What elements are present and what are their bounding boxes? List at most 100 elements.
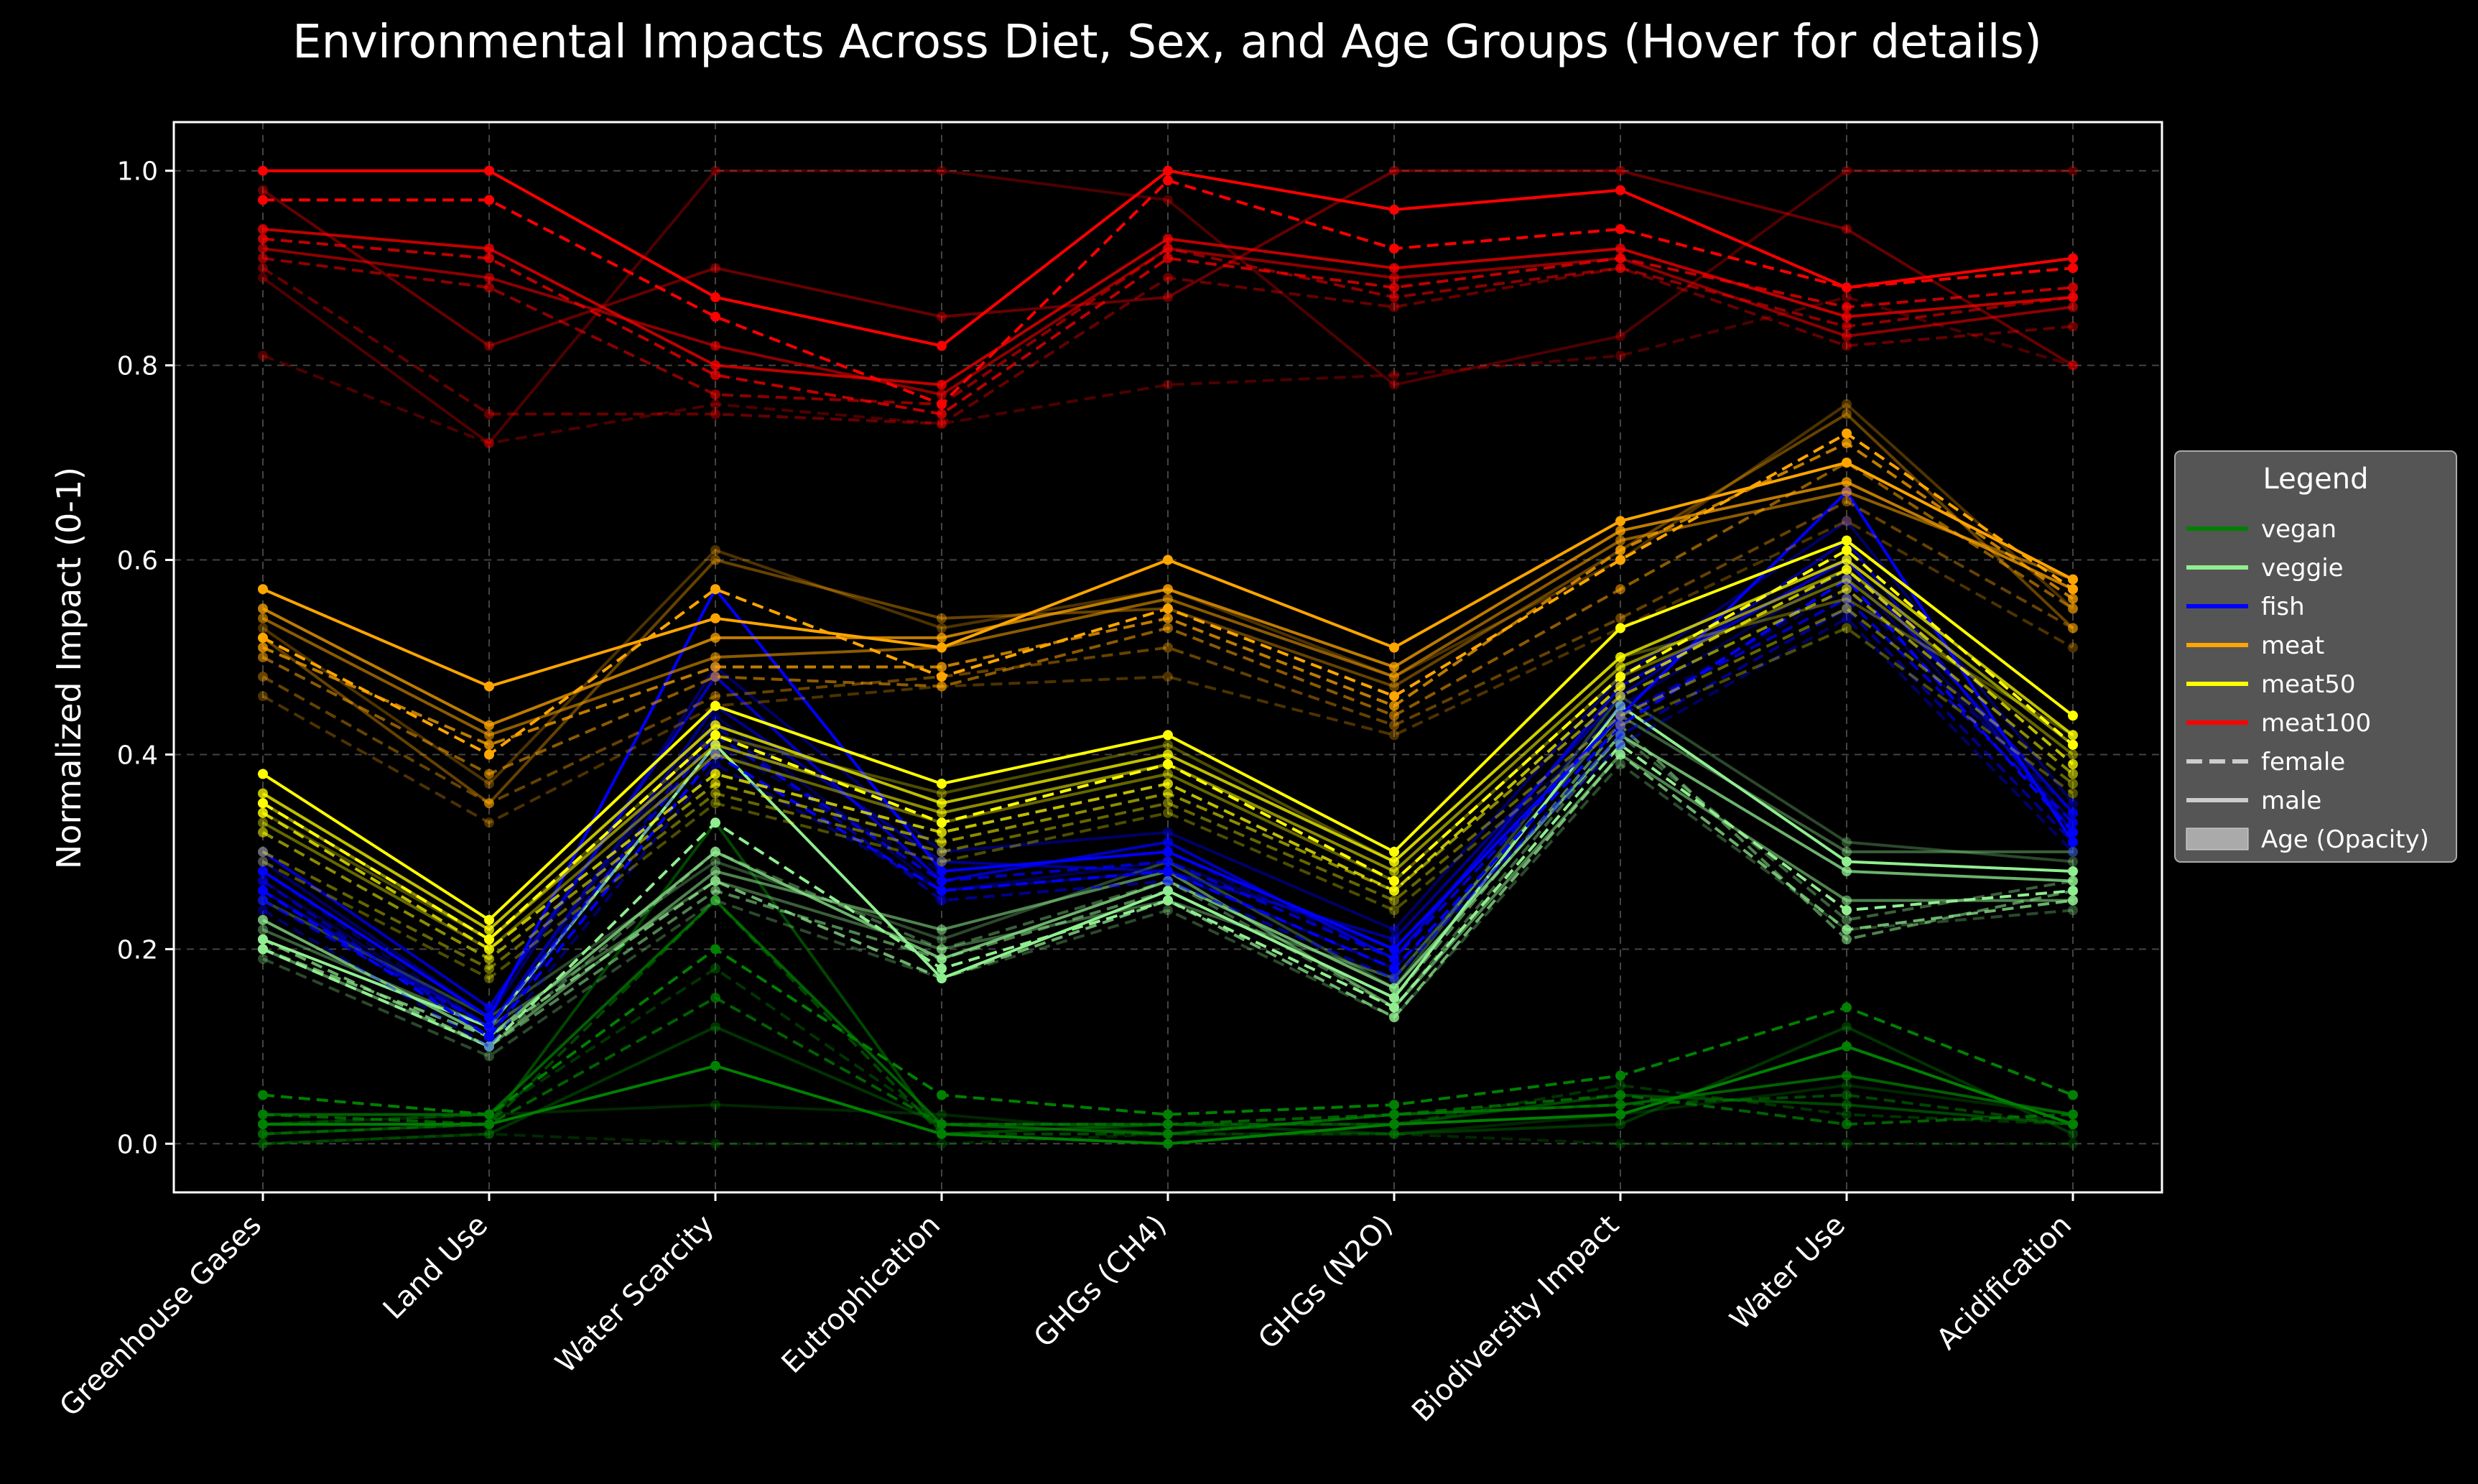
data-point-veggie: [1842, 924, 1852, 935]
data-point-vegan: [710, 1021, 720, 1032]
data-point-vegan: [1842, 1080, 1852, 1090]
data-point-veggie: [710, 866, 720, 876]
series-line-fish-female: [261, 588, 2074, 1029]
data-point-veggie: [710, 846, 720, 857]
data-point-vegan: [1389, 1109, 1399, 1120]
data-point-meat100: [1842, 331, 1852, 341]
data-point-meat50: [1389, 905, 1399, 916]
data-point-fish: [1842, 603, 1852, 614]
data-point-meat100: [1615, 244, 1625, 254]
data-point-meat: [258, 623, 268, 634]
data-point-fish: [1163, 856, 1173, 867]
data-point-veggie: [1389, 1012, 1399, 1023]
data-point-meat100: [258, 224, 268, 234]
data-point-meat50: [484, 944, 494, 955]
data-point-fish: [710, 759, 720, 769]
data-point-fish: [1389, 953, 1399, 964]
legend-swatch-patch: [2186, 827, 2249, 850]
data-point-meat100: [710, 263, 720, 274]
data-point-meat: [1163, 584, 1173, 595]
data-point-veggie: [1842, 895, 1852, 906]
data-point-meat100: [2068, 292, 2078, 302]
data-point-fish: [1389, 934, 1399, 945]
data-point-veggie: [1842, 905, 1852, 916]
data-point-meat100: [258, 165, 268, 176]
data-point-meat50: [710, 769, 720, 779]
data-point-vegan: [710, 1060, 720, 1071]
data-point-vegan: [2068, 1119, 2078, 1130]
data-point-meat50: [1842, 603, 1852, 614]
data-point-meat: [1389, 681, 1399, 692]
y-tick-label: 1.0: [117, 157, 158, 187]
legend: Legend vegan veggie fish meat meat50 meat100 f…: [2174, 450, 2457, 863]
data-point-meat50: [1615, 681, 1625, 692]
data-point-meat100: [484, 438, 494, 448]
data-point-vegan: [710, 944, 720, 955]
data-point-meat50: [1615, 652, 1625, 662]
data-point-fish: [1163, 846, 1173, 857]
data-point-meat: [484, 730, 494, 741]
data-point-veggie: [258, 914, 268, 925]
data-point-fish: [1615, 710, 1625, 721]
data-point-veggie: [1389, 1002, 1399, 1013]
data-point-meat50: [1389, 886, 1399, 896]
data-point-fish: [1389, 944, 1399, 955]
data-point-meat: [1389, 642, 1399, 653]
legend-label: female: [2261, 748, 2345, 776]
data-point-meat100: [1842, 302, 1852, 312]
series-line-fish-male: [261, 519, 2074, 1019]
data-point-veggie: [1389, 993, 1399, 1003]
data-point-meat100: [937, 389, 947, 400]
data-point-fish: [1389, 924, 1399, 935]
data-point-meat50: [1615, 691, 1625, 702]
data-point-meat100: [1389, 370, 1399, 381]
data-point-meat50: [1842, 555, 1852, 565]
data-point-meat100: [1163, 233, 1173, 244]
data-point-meat50: [484, 914, 494, 925]
series-line-meat100-female: [262, 237, 2074, 416]
data-point-vegan: [937, 1090, 947, 1100]
data-point-meat: [710, 662, 720, 672]
data-point-fish: [1389, 963, 1399, 974]
data-point-meat50: [937, 779, 947, 789]
data-point-fish: [484, 1012, 494, 1023]
data-point-fish: [1842, 593, 1852, 604]
data-point-meat50: [258, 846, 268, 857]
data-point-meat100: [937, 418, 947, 429]
data-point-meat50: [710, 788, 720, 799]
data-point-vegan: [1615, 1080, 1625, 1090]
data-point-meat50: [710, 730, 720, 741]
data-point-meat50: [1615, 623, 1625, 634]
data-point-vegan: [258, 1119, 268, 1130]
data-point-veggie: [1842, 914, 1852, 925]
data-point-meat100: [710, 340, 720, 351]
data-point-vegan: [484, 1128, 494, 1139]
data-point-fish: [258, 866, 268, 876]
data-point-meat: [937, 672, 947, 682]
data-point-meat100: [2068, 263, 2078, 274]
data-point-meat100: [1842, 340, 1852, 351]
data-point-meat100: [937, 399, 947, 409]
data-point-meat100: [710, 311, 720, 322]
data-point-vegan: [1389, 1128, 1399, 1139]
data-point-meat100: [484, 438, 494, 448]
data-point-meat50: [258, 769, 268, 779]
data-point-vegan: [258, 1109, 268, 1120]
data-point-meat50: [258, 856, 268, 867]
data-point-fish: [2068, 846, 2078, 857]
data-point-vegan: [1389, 1119, 1399, 1130]
y-tick-label: 0.6: [117, 547, 158, 576]
data-point-meat100: [1163, 379, 1173, 390]
y-tick-label: 0.4: [117, 741, 158, 770]
data-point-meat50: [258, 798, 268, 809]
data-point-vegan: [937, 1138, 947, 1149]
data-point-fish: [937, 886, 947, 896]
data-point-meat100: [484, 340, 494, 351]
data-point-meat: [1389, 691, 1399, 702]
data-point-veggie: [1615, 700, 1625, 711]
data-point-veggie: [258, 944, 268, 955]
data-point-veggie: [1842, 856, 1852, 867]
data-point-vegan: [258, 1090, 268, 1100]
data-point-fish: [484, 1012, 494, 1023]
data-point-fish: [1842, 574, 1852, 585]
